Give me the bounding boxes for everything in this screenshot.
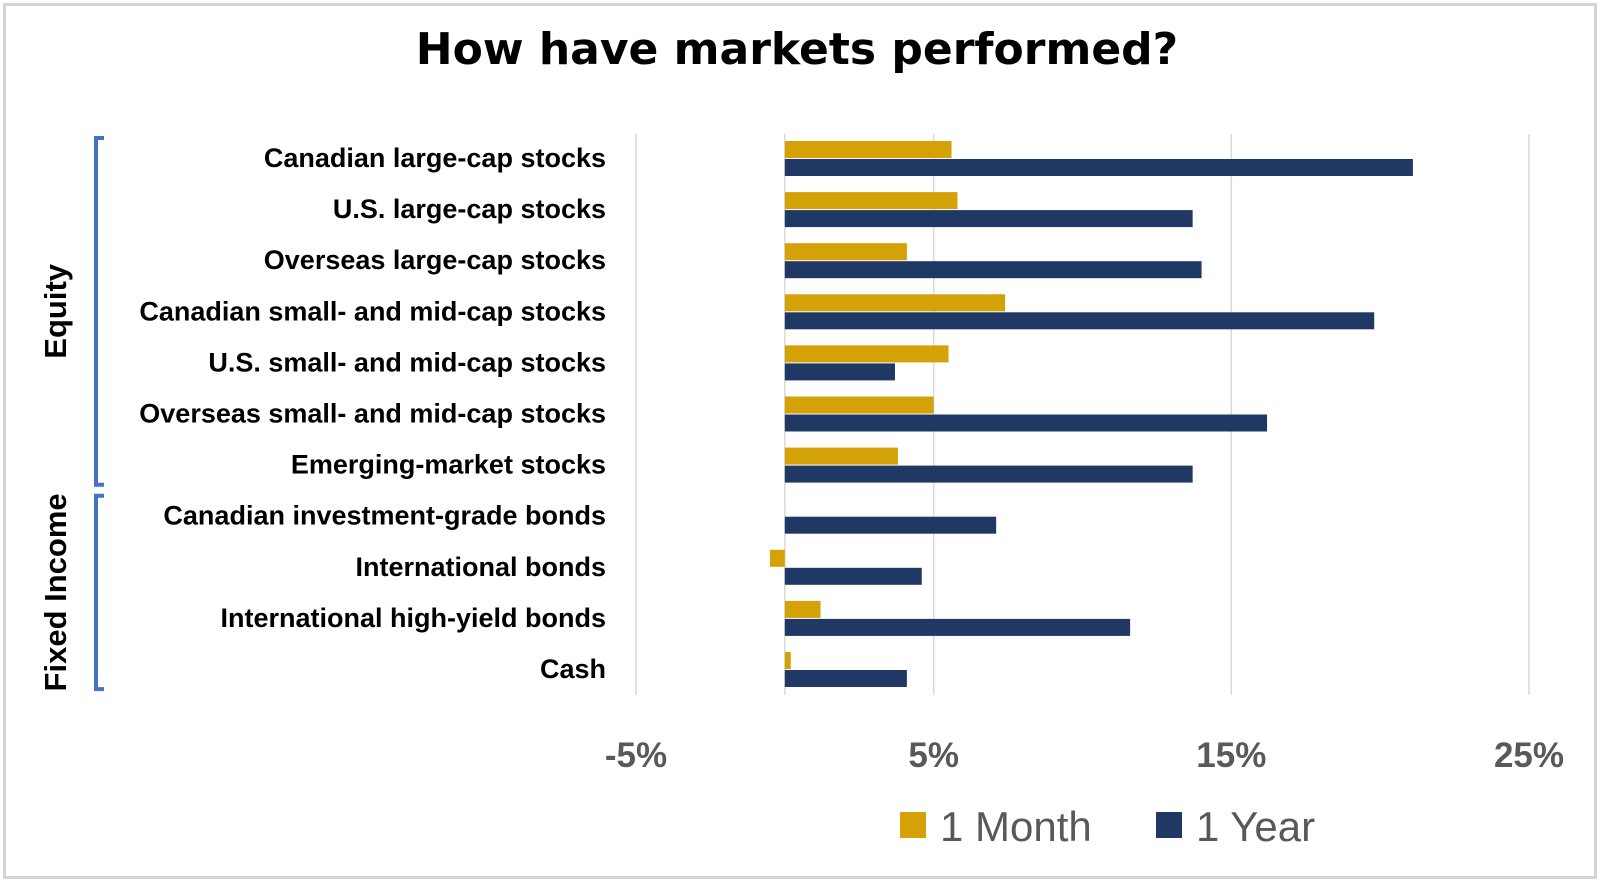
bar-1-month (784, 192, 958, 210)
category-label: International bonds (355, 552, 606, 582)
bar-1-month (784, 294, 1006, 312)
legend-swatch-1-year (1156, 812, 1182, 838)
bar-1-month (784, 600, 821, 618)
chart-title: How have markets performed? (415, 24, 1179, 75)
bar-1-year (784, 618, 1131, 636)
category-labels: Canadian large-cap stocks U.S. large-cap … (139, 143, 606, 684)
x-tick-labels: -5% 5% 15% 25% (605, 736, 1564, 775)
category-label: Canadian small- and mid-cap stocks (139, 296, 606, 326)
legend: 1 Month 1 Year (900, 803, 1315, 850)
category-label: Cash (540, 654, 606, 684)
bar-1-month (769, 549, 785, 567)
bar-1-year (784, 210, 1193, 228)
bar-1-year (784, 516, 997, 534)
category-label: Emerging-market stocks (291, 450, 606, 480)
category-label: Overseas small- and mid-cap stocks (139, 399, 606, 429)
category-label: Canadian large-cap stocks (264, 143, 606, 173)
group-brackets: Equity Fixed Income (38, 136, 104, 692)
x-tick-label: 5% (908, 736, 959, 775)
category-label: U.S. small- and mid-cap stocks (208, 347, 606, 377)
bar-1-year (784, 363, 895, 381)
bar-1-year (784, 159, 1413, 176)
bar-1-month (784, 141, 952, 158)
bar-1-year (784, 567, 922, 585)
group-label: Equity (38, 263, 73, 358)
bar-1-month (784, 243, 907, 261)
bar-1-year (784, 414, 1268, 432)
bar-1-year (784, 465, 1193, 483)
group-bracket (94, 493, 104, 692)
bars (769, 141, 1413, 687)
group-bracket (94, 136, 104, 487)
bar-1-year (784, 670, 907, 687)
bar-1-year (784, 261, 1202, 279)
bar-1-year (784, 312, 1375, 330)
category-label: Canadian investment-grade bonds (163, 501, 606, 531)
category-label: U.S. large-cap stocks (333, 194, 606, 224)
category-label: International high-yield bonds (220, 603, 606, 633)
bar-1-month (784, 345, 949, 363)
legend-label-1-month: 1 Month (940, 803, 1092, 850)
x-tick-label: 25% (1494, 736, 1564, 775)
bar-1-month (784, 652, 791, 669)
legend-swatch-1-month (900, 812, 926, 838)
x-tick-label: 15% (1196, 736, 1266, 775)
group-label: Fixed Income (38, 493, 73, 691)
legend-label-1-year: 1 Year (1196, 803, 1315, 850)
category-label: Overseas large-cap stocks (264, 245, 606, 275)
bar-1-month (784, 396, 934, 414)
x-tick-label: -5% (605, 736, 667, 775)
bar-1-month (784, 447, 898, 465)
